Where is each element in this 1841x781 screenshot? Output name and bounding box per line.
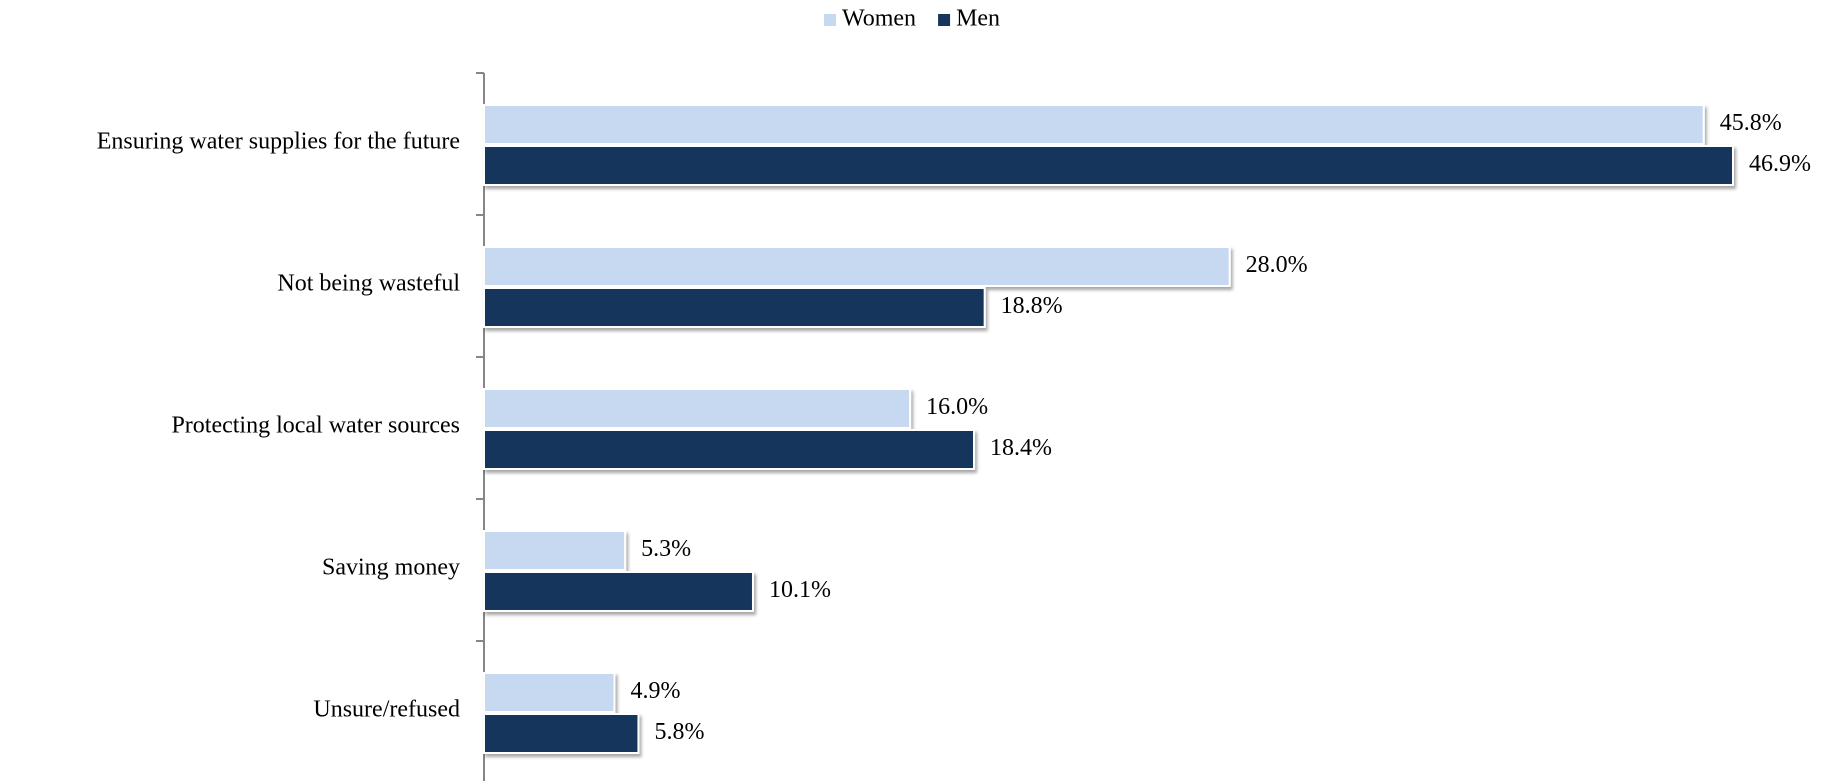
value-label: 10.1% [769, 577, 831, 603]
value-label: 16.0% [926, 394, 988, 420]
bar [483, 104, 1705, 145]
value-label: 18.8% [1001, 293, 1063, 319]
value-label: 18.4% [990, 435, 1052, 461]
category-label: Ensuring water supplies for the future [97, 129, 460, 155]
bar [483, 145, 1734, 186]
bar [483, 530, 627, 571]
bar [483, 287, 986, 328]
legend-swatch [938, 14, 951, 26]
category-label: Not being wasteful [277, 271, 460, 297]
category-label: Saving money [322, 555, 460, 581]
value-label: 45.8% [1720, 110, 1782, 136]
bar [483, 388, 912, 429]
bar [483, 429, 976, 470]
legend-swatch [824, 14, 836, 26]
bar [483, 672, 616, 713]
value-label: 46.9% [1749, 151, 1811, 177]
value-label: 4.9% [630, 678, 680, 704]
bar [483, 571, 754, 612]
legend-label: Men [956, 6, 1000, 32]
bar [483, 246, 1231, 287]
legend-label: Women [842, 6, 916, 32]
value-label: 28.0% [1246, 252, 1308, 278]
value-label: 5.3% [641, 536, 691, 562]
value-label: 5.8% [654, 719, 704, 745]
category-label: Protecting local water sources [171, 413, 460, 439]
bar [483, 713, 640, 754]
category-label: Unsure/refused [313, 697, 460, 723]
